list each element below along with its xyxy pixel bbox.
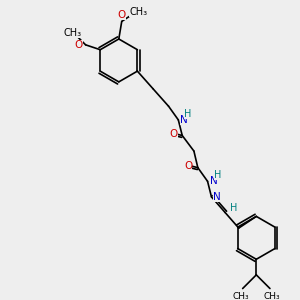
Text: N: N bbox=[180, 115, 188, 125]
Text: O: O bbox=[169, 128, 178, 139]
Text: O: O bbox=[184, 161, 192, 171]
Text: CH₃: CH₃ bbox=[64, 28, 82, 38]
Text: CH₃: CH₃ bbox=[264, 292, 280, 300]
Text: N: N bbox=[213, 192, 221, 202]
Text: O: O bbox=[75, 40, 83, 50]
Text: N: N bbox=[209, 176, 217, 186]
Text: CH₃: CH₃ bbox=[129, 7, 147, 17]
Text: H: H bbox=[230, 202, 238, 213]
Text: H: H bbox=[184, 109, 192, 119]
Text: CH₃: CH₃ bbox=[232, 292, 249, 300]
Text: O: O bbox=[118, 10, 126, 20]
Text: H: H bbox=[214, 170, 221, 181]
